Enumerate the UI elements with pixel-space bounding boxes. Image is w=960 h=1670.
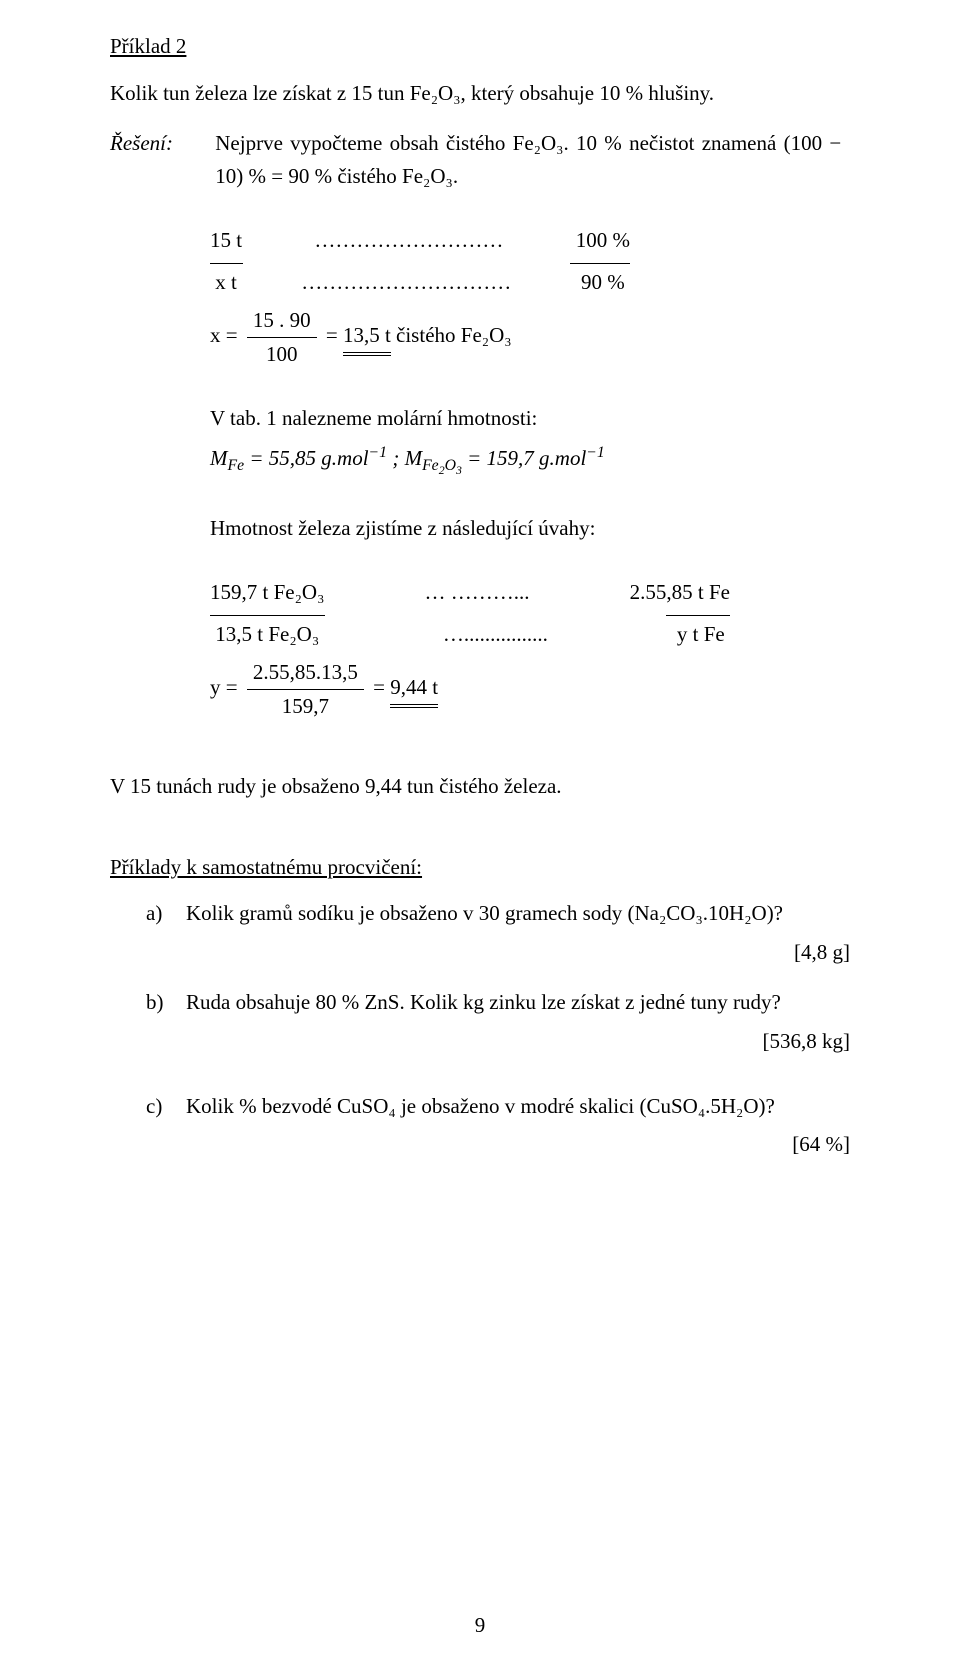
ex-b-text: Ruda obsahuje 80 % ZnS. Kolik kg zinku l… — [186, 986, 850, 1019]
prop1-left2: x t — [210, 263, 243, 299]
dots: … ………... — [425, 576, 530, 609]
x-eq-prefix: x = — [210, 323, 238, 347]
ex-c-text: Kolik % bezvodé CuSO₄ je obsaženo v modr… — [186, 1090, 850, 1123]
ex-b-label: b) — [146, 986, 172, 1019]
prop2-left2-text: 13,5 t Fe₂O₃ — [215, 622, 319, 646]
x-num: 15 . 90 — [247, 304, 317, 337]
page: Příklad 2 Kolik tun železa lze získat z … — [0, 0, 960, 1670]
section-heading: Příklad 2 — [110, 30, 850, 63]
g-mol2: g.mol — [539, 446, 586, 470]
prop2-right2: y t Fe — [666, 615, 730, 651]
dots: ………………………… — [301, 266, 511, 299]
semi: ; — [392, 446, 404, 470]
prop2-left2: 13,5 t Fe₂O₃ — [210, 615, 325, 651]
y-den: 159,7 — [247, 689, 364, 723]
y-eq-prefix: y = — [210, 675, 238, 699]
reseni-label: Řešení: — [110, 127, 210, 160]
fe2o3-sub: Fe2O3 — [422, 457, 462, 474]
x-eq-mid: = — [326, 323, 343, 347]
molar-masses: MFe = 55,85 g.mol−1 ; MFe2O3 = 159,7 g.m… — [210, 441, 850, 480]
prop2-left1: 159,7 t Fe₂O₃ — [210, 576, 324, 609]
prop2-row2: 13,5 t Fe₂O₃ …................ y t Fe — [210, 615, 730, 651]
molar-m-fe2o3: M — [405, 446, 423, 470]
prop1-right2: 90 % — [570, 263, 630, 299]
vtab-line: V tab. 1 nalezneme molární hmotnosti: — [210, 402, 850, 435]
exercises-heading: Příklady k samostatnému procvičení: — [110, 851, 850, 884]
ex-a-text: Kolik gramů sodíku je obsaženo v 30 gram… — [186, 897, 850, 930]
x-result: 13,5 t — [343, 319, 391, 352]
x-eq-suffix: čistého Fe₂O₃ — [396, 323, 512, 347]
prop1-row1: 15 t ……………………… 100 % — [210, 224, 630, 257]
y-eq-mid: = — [373, 675, 390, 699]
molar-m-fe: M — [210, 446, 228, 470]
conclusion: V 15 tunách rudy je obsaženo 9,44 tun či… — [110, 770, 850, 803]
prop1-left1: 15 t — [210, 224, 242, 257]
neg1b: −1 — [586, 444, 605, 461]
ex-b-answer: [536,8 kg] — [146, 1025, 850, 1058]
reseni-block: Řešení: Nejprve vypočteme obsah čistého … — [110, 127, 850, 192]
fe-sub: Fe — [228, 457, 245, 474]
dots: …................ — [443, 618, 548, 651]
hmot-line: Hmotnost železa zjistíme z následující ú… — [210, 512, 850, 545]
neg1: −1 — [369, 444, 388, 461]
dots: ……………………… — [314, 224, 503, 257]
proportion-2: 159,7 t Fe₂O₃ … ………... 2.55,85 t Fe 13,5… — [110, 576, 850, 722]
prop2-right1: 2.55,85 t Fe — [630, 576, 730, 609]
eq-sign: = 55,85 — [249, 446, 321, 470]
x-equation: x = 15 . 90 100 = 13,5 t čistého Fe₂O₃ — [210, 304, 850, 370]
x-den: 100 — [247, 337, 317, 371]
proportion-1: 15 t ……………………… 100 % x t ………………………… 90 %… — [110, 224, 850, 370]
exercise-a: a) Kolik gramů sodíku je obsaženo v 30 g… — [146, 897, 850, 968]
eq-sign2: = 159,7 — [467, 446, 539, 470]
prop1-right1: 100 % — [576, 224, 630, 257]
exercise-c: c) Kolik % bezvodé CuSO₄ je obsaženo v m… — [146, 1090, 850, 1161]
y-num: 2.55,85.13,5 — [247, 656, 364, 689]
ex-a-label: a) — [146, 897, 172, 930]
prop1-right2-text: 90 % — [581, 270, 625, 294]
y-equation: y = 2.55,85.13,5 159,7 = 9,44 t — [210, 656, 850, 722]
y-result: 9,44 t — [390, 671, 438, 704]
y-result-text: 9,44 t — [390, 675, 438, 699]
page-number: 9 — [0, 1609, 960, 1642]
x-fraction: 15 . 90 100 — [247, 304, 317, 370]
y-fraction: 2.55,85.13,5 159,7 — [247, 656, 364, 722]
prop1-left2-text: x t — [215, 270, 237, 294]
g-mol: g.mol — [321, 446, 368, 470]
prop1-row2: x t ………………………… 90 % — [210, 263, 630, 299]
problem-statement: Kolik tun železa lze získat z 15 tun Fe₂… — [110, 77, 850, 110]
problem-text: Kolik tun železa lze získat z 15 tun Fe₂… — [110, 81, 714, 105]
x-result-text: 13,5 t — [343, 323, 391, 347]
ex-a-answer: [4,8 g] — [146, 936, 850, 969]
ex-c-label: c) — [146, 1090, 172, 1123]
prop2-right2-text: y t Fe — [677, 622, 725, 646]
ex-c-answer: [64 %] — [146, 1128, 850, 1161]
prop2-row1: 159,7 t Fe₂O₃ … ………... 2.55,85 t Fe — [210, 576, 730, 609]
reseni-body: Nejprve vypočteme obsah čistého Fe₂O₃. 1… — [215, 127, 841, 192]
exercise-b: b) Ruda obsahuje 80 % ZnS. Kolik kg zink… — [146, 986, 850, 1057]
